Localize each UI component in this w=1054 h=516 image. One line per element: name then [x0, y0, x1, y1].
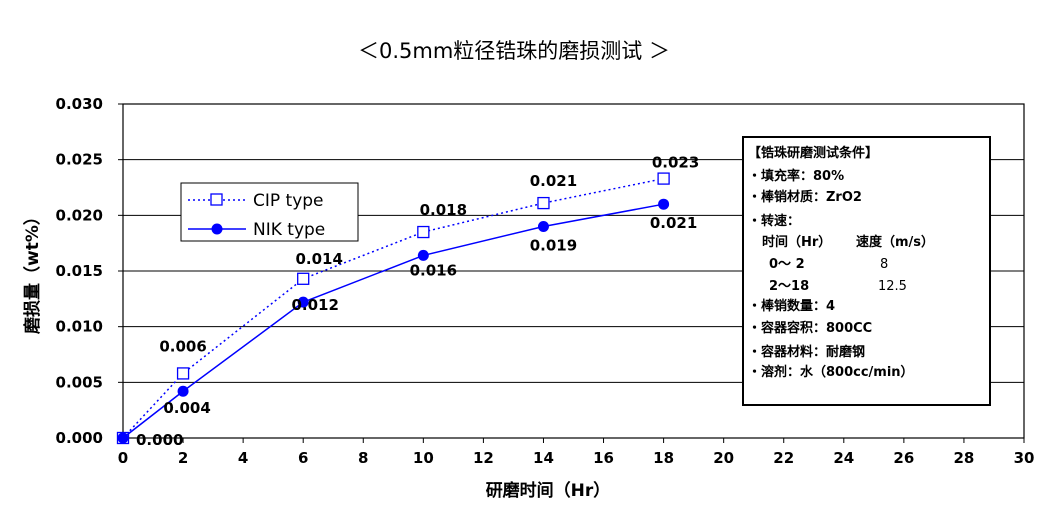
data-label: 0.006	[159, 337, 206, 355]
chart-title: ＜0.5mm粒径锆珠的磨损测试 ＞	[358, 39, 670, 63]
y-tick-label: 0.030	[56, 95, 103, 113]
legend-marker-cip	[210, 193, 223, 206]
conditions-heading: 【锆珠研磨测试条件】	[748, 145, 878, 161]
condition-speed-label: ・转速：	[748, 213, 800, 229]
data-label: 0.021	[530, 172, 577, 190]
x-tick-label: 18	[653, 449, 674, 467]
data-point-cip	[537, 196, 550, 210]
data-point-cip	[417, 225, 430, 239]
y-tick-label: 0.025	[56, 151, 103, 169]
data-label: 0.012	[291, 296, 338, 314]
data-point-nik	[658, 198, 670, 210]
legend-label-nik: NIK type	[253, 220, 325, 240]
data-label: 0.023	[652, 154, 699, 172]
legend-label-cip: CIP type	[253, 191, 324, 211]
x-tick-label: 10	[413, 449, 434, 467]
series-line-cip	[122, 177, 664, 439]
series-layer	[116, 172, 670, 445]
data-point-nik	[177, 385, 189, 397]
data-label: 0.016	[410, 261, 457, 279]
legend-box	[180, 182, 359, 242]
x-tick-label: 20	[713, 449, 734, 467]
speed-header-time: 时间（Hr）	[762, 234, 831, 250]
data-point-nik	[117, 432, 129, 444]
data-label: 0.004	[163, 399, 210, 417]
x-tick-label: 26	[893, 449, 914, 467]
y-tick-label: 0.000	[56, 429, 103, 447]
data-label: 0.019	[530, 236, 577, 254]
condition-container-material: ・容器材料：耐磨钢	[748, 344, 865, 360]
x-tick-label: 24	[833, 449, 854, 467]
series-line-nik	[122, 203, 664, 439]
x-tick-label: 28	[953, 449, 974, 467]
data-point-nik	[297, 296, 309, 308]
data-label: 0.021	[650, 214, 697, 232]
data-point-cip	[176, 367, 190, 380]
condition-pin-material: ・棒销材质：ZrO2	[748, 189, 862, 205]
x-axis-ticks: 0 2 4 6 8 10 12 14 16 18 20 22 24 26 28 30	[118, 438, 1035, 467]
data-label: 0.018	[420, 201, 467, 219]
speed-row1-time: 0～ 2	[769, 257, 805, 272]
x-tick-label: 16	[593, 449, 614, 467]
data-point-nik	[537, 220, 549, 232]
speed-row2-time: 2～18	[769, 279, 809, 294]
x-tick-label: 8	[358, 449, 368, 467]
y-tick-label: 0.005	[56, 373, 103, 391]
y-tick-label: 0.020	[56, 206, 103, 224]
y-tick-label: 0.015	[56, 262, 103, 280]
data-label: 0.014	[295, 250, 342, 268]
speed-header-speed: 速度（m/s）	[856, 234, 934, 250]
condition-pin-count: ・棒销数量：4	[748, 298, 835, 314]
data-label: 0.000	[136, 431, 183, 449]
condition-solvent: ・溶剂：水（800cc/min）	[748, 364, 914, 380]
conditions-frame	[742, 136, 991, 406]
speed-row2-speed: 12.5	[878, 279, 907, 294]
condition-volume: ・容器容积：800CC	[748, 320, 872, 336]
data-labels: 0.006 0.014 0.018 0.021 0.023 0.000 0.004 0.012…	[136, 154, 699, 449]
y-axis-ticks: 0.000 0.005 0.010 0.015 0.020 0.025 0.030	[56, 95, 123, 447]
test-conditions-box: 【锆珠研磨测试条件】 ・填充率：80% ・棒销材质：ZrO2 ・转速： 时间（H…	[742, 136, 991, 406]
x-tick-label: 12	[473, 449, 494, 467]
x-tick-label: 22	[773, 449, 794, 467]
x-tick-label: 14	[533, 449, 554, 467]
legend: CIP type NIK type	[180, 182, 359, 242]
data-point-cip	[297, 272, 310, 285]
condition-fill-rate: ・填充率：80%	[748, 168, 844, 184]
data-point-nik	[417, 249, 429, 261]
x-axis-label: 研磨时间（Hr）	[486, 480, 611, 501]
x-tick-label: 6	[298, 449, 308, 467]
x-tick-label: 2	[178, 449, 188, 467]
x-tick-label: 4	[238, 449, 248, 467]
speed-row1-speed: 8	[880, 257, 888, 272]
y-axis-label: 磨损量（wt%）	[22, 208, 43, 334]
legend-marker-nik	[211, 223, 223, 235]
y-tick-label: 0.010	[56, 318, 103, 336]
x-tick-label: 30	[1014, 449, 1035, 467]
data-point-cip	[657, 172, 670, 185]
x-tick-label: 0	[118, 449, 128, 467]
